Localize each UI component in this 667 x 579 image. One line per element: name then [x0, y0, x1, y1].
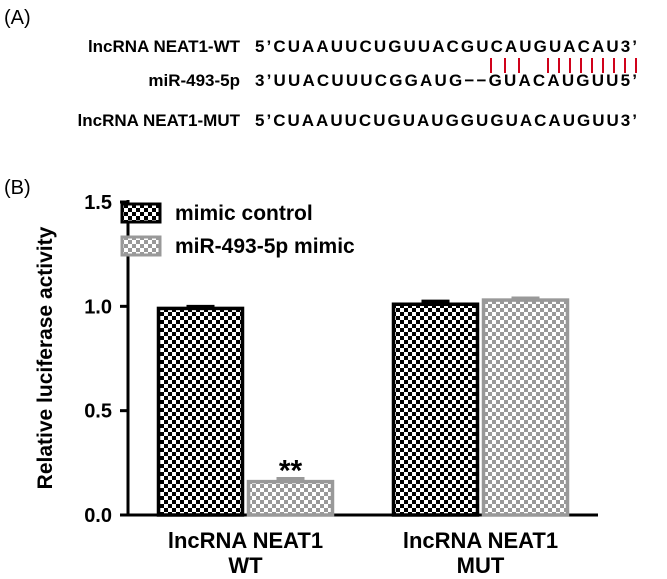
x-tick-label: lncRNA NEAT1 WT: [168, 528, 323, 578]
y-axis-label: Relative luciferase activity: [34, 226, 57, 489]
error-bar: [186, 304, 215, 309]
y-tick-label: 0.0: [84, 505, 112, 527]
bar: [246, 479, 335, 517]
bar: [156, 306, 245, 517]
row-name: lncRNA NEAT1-WT: [88, 37, 241, 56]
sequence: 3’UUACUUUCGGAUG−−GUACAUGUU5’: [255, 71, 637, 90]
sequence: 5’CUAAUUCUGUUACGUCAUGUACAU3’: [255, 37, 637, 56]
y-tick-label: 1.5: [84, 192, 112, 214]
panel-label: (A): [4, 7, 31, 29]
base-pair-lines: [490, 58, 637, 73]
legend-swatch: [120, 202, 162, 224]
annotation: **: [279, 454, 303, 487]
error-bar: [511, 296, 540, 301]
panel-label: (B): [4, 177, 31, 199]
legend-label: mimic control: [175, 202, 313, 225]
row-name: miR-493-5p: [148, 71, 240, 90]
error-bar: [421, 299, 450, 305]
y-tick-label: 1.0: [84, 296, 112, 318]
x-tick-label: lncRNA NEAT1 MUT: [403, 528, 558, 578]
bar: [481, 298, 570, 517]
error-bar: [276, 476, 305, 482]
legend-label: miR-493-5p mimic: [175, 235, 355, 258]
row-name: lncRNA NEAT1-MUT: [78, 111, 241, 130]
legend-swatch: [120, 235, 162, 257]
y-tick-label: 0.5: [84, 401, 112, 423]
bar: [391, 302, 480, 517]
sequence: 5’CUAAUUCUGUAUGGUGUACAUGUU3’: [255, 111, 637, 130]
